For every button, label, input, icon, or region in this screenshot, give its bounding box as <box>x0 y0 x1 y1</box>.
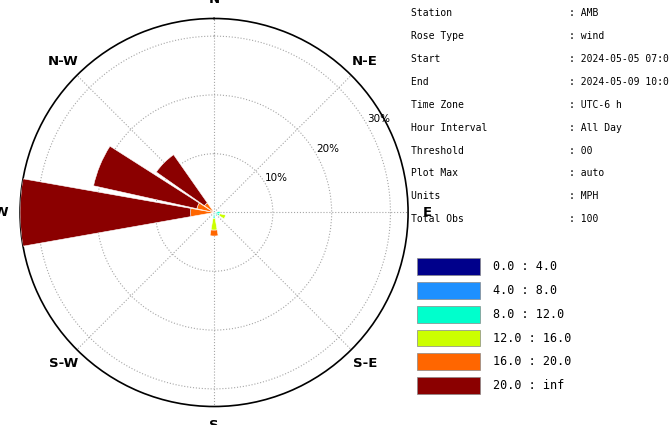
Text: Rose Type: Rose Type <box>411 31 482 41</box>
Bar <box>214 212 220 213</box>
Text: Time Zone: Time Zone <box>411 100 482 110</box>
Text: : 2024-05-05 07:00: : 2024-05-05 07:00 <box>569 54 669 64</box>
Text: Hour Interval: Hour Interval <box>411 123 488 133</box>
Bar <box>417 377 480 394</box>
Text: : wind: : wind <box>569 31 604 41</box>
Text: : MPH: : MPH <box>569 191 599 201</box>
Text: Start: Start <box>411 54 482 64</box>
Bar <box>417 258 480 275</box>
Bar <box>417 329 480 346</box>
Bar <box>417 282 480 299</box>
Bar <box>20 179 191 246</box>
Text: Threshold: Threshold <box>411 146 482 156</box>
Bar <box>417 354 480 371</box>
Text: 8.0 : 12.0: 8.0 : 12.0 <box>493 308 564 320</box>
Bar <box>157 155 207 206</box>
Bar <box>214 212 220 215</box>
Text: : 2024-05-09 10:00: : 2024-05-09 10:00 <box>569 77 669 87</box>
Bar <box>219 214 225 219</box>
Bar <box>197 203 214 212</box>
Text: : UTC-6 h: : UTC-6 h <box>569 100 622 110</box>
Bar <box>210 230 218 236</box>
Text: 20.0 : inf: 20.0 : inf <box>493 380 564 392</box>
Text: : AMB: : AMB <box>569 8 599 19</box>
Bar <box>94 146 199 209</box>
Text: 4.0 : 8.0: 4.0 : 8.0 <box>493 284 557 297</box>
Text: Units: Units <box>411 191 482 201</box>
Text: Total Obs: Total Obs <box>411 214 482 224</box>
Text: End: End <box>411 77 482 87</box>
Text: 16.0 : 20.0: 16.0 : 20.0 <box>493 355 571 368</box>
Text: : 100: : 100 <box>569 214 599 224</box>
Bar <box>205 203 214 212</box>
Bar <box>213 212 215 218</box>
Text: : 00: : 00 <box>569 146 593 156</box>
Text: : All Day: : All Day <box>569 123 622 133</box>
Text: : auto: : auto <box>569 168 604 178</box>
Text: 12.0 : 16.0: 12.0 : 16.0 <box>493 332 571 345</box>
Text: 0.0 : 4.0: 0.0 : 4.0 <box>493 260 557 273</box>
Bar <box>211 218 217 230</box>
Text: Plot Max: Plot Max <box>411 168 482 178</box>
Bar <box>417 306 480 323</box>
Bar <box>191 208 214 217</box>
Text: Station: Station <box>411 8 482 19</box>
